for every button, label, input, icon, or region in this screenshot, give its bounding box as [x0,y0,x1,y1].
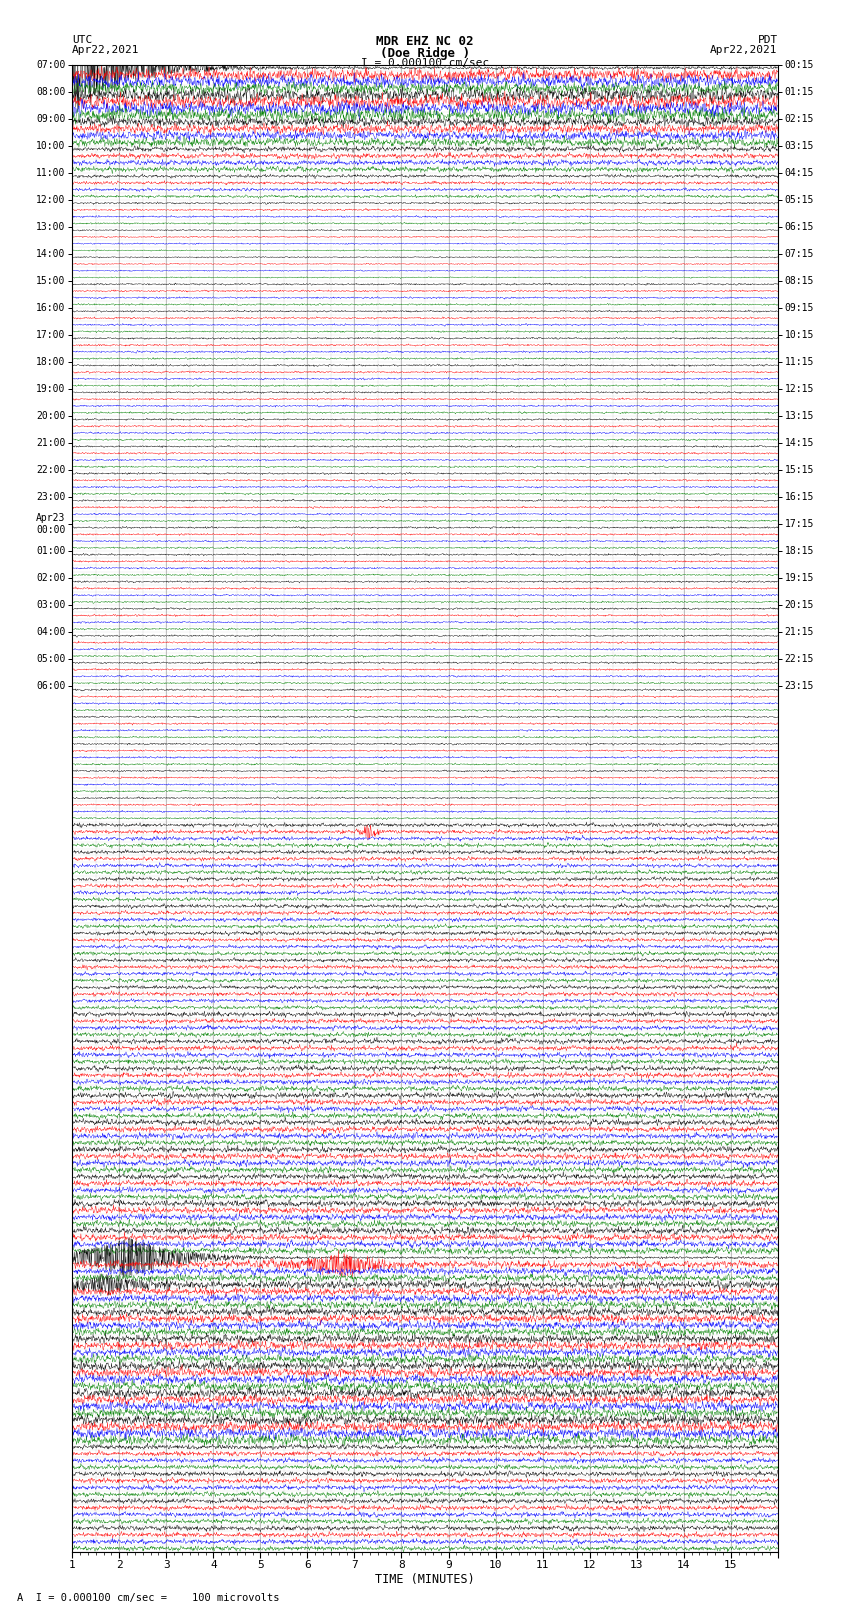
Text: (Doe Ridge ): (Doe Ridge ) [380,47,470,60]
Text: A  I = 0.000100 cm/sec =    100 microvolts: A I = 0.000100 cm/sec = 100 microvolts [17,1594,280,1603]
Text: UTC: UTC [72,35,93,45]
Text: I = 0.000100 cm/sec: I = 0.000100 cm/sec [361,58,489,68]
Text: MDR EHZ NC 02: MDR EHZ NC 02 [377,35,473,48]
Text: Apr22,2021: Apr22,2021 [72,45,139,55]
Text: Apr22,2021: Apr22,2021 [711,45,778,55]
X-axis label: TIME (MINUTES): TIME (MINUTES) [375,1573,475,1586]
Text: PDT: PDT [757,35,778,45]
